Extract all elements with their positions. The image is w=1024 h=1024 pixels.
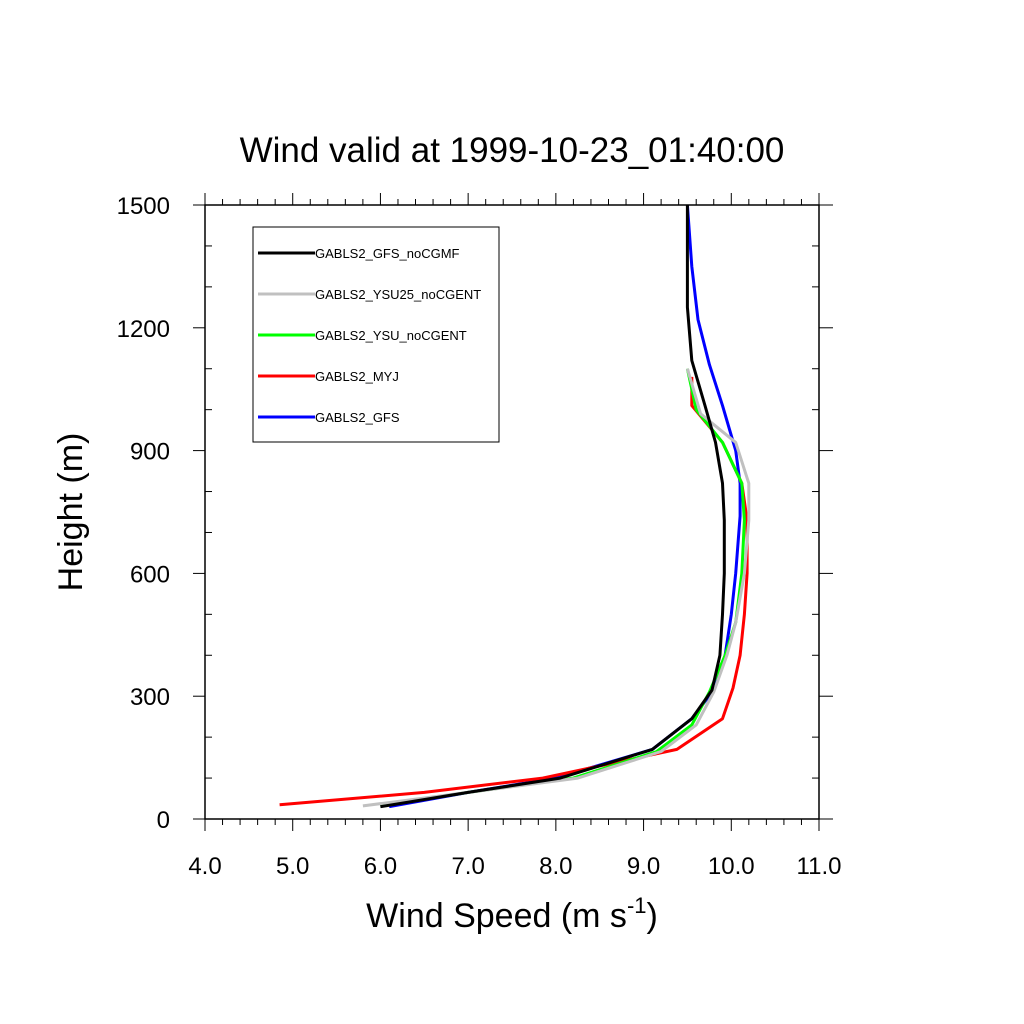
legend-box: [252, 226, 500, 443]
x-tick-label: 10.0: [708, 853, 755, 880]
y-axis-title: Height (m): [52, 433, 90, 592]
x-tick-label: 11.0: [797, 853, 842, 880]
y-tick-label: 900: [130, 439, 170, 466]
x-axis-title-superscript: -1: [627, 893, 647, 918]
x-axis-title-suffix: ): [647, 897, 658, 935]
series-lines: [279, 204, 751, 809]
x-tick-label: 4.0: [188, 853, 221, 880]
x-tick-label: 9.0: [627, 853, 660, 880]
y-tick-labels: 0 300 600 900 1200 1500: [117, 193, 170, 834]
series-line-gabls2-gfs-nocgmf: [380, 205, 726, 809]
axis-ticks: [193, 193, 833, 831]
plot-frame: [204, 204, 820, 820]
legend: GABLS2_GFS_noCGMF GABLS2_YSU25_noCGENT GAB…: [252, 226, 500, 443]
series-line-gabls2-ysu25-nocgent: [362, 368, 751, 808]
x-tick-label: 8.0: [539, 853, 572, 880]
y-tick-label: 600: [130, 561, 170, 588]
y-tick-label: 0: [157, 807, 170, 834]
y-tick-label: 1500: [117, 193, 170, 220]
x-tick-labels: 4.0 5.0 6.0 7.0 8.0 9.0 10.0 11.0: [188, 853, 841, 880]
legend-label-gabls2-gfs-nocgmf: GABLS2_GFS_noCGMF: [315, 246, 460, 261]
x-tick-label: 7.0: [451, 853, 484, 880]
x-axis-title: Wind Speed (m s-1): [366, 893, 658, 935]
x-tick-label: 6.0: [364, 853, 397, 880]
legend-label-gabls2-myj: GABLS2_MYJ: [315, 369, 399, 384]
legend-label-gabls2-gfs: GABLS2_GFS: [315, 410, 400, 425]
y-tick-label: 1200: [117, 316, 170, 343]
chart-title: Wind valid at 1999-10-23_01:40:00: [240, 131, 785, 170]
legend-label-gabls2-ysu25-nocgent: GABLS2_YSU25_noCGENT: [315, 287, 481, 302]
x-axis-title-main: Wind Speed (m s: [366, 897, 627, 935]
y-tick-label: 300: [130, 684, 170, 711]
legend-label-gabls2-ysu-nocgent: GABLS2_YSU_noCGENT: [315, 328, 467, 343]
x-tick-label: 5.0: [276, 853, 309, 880]
